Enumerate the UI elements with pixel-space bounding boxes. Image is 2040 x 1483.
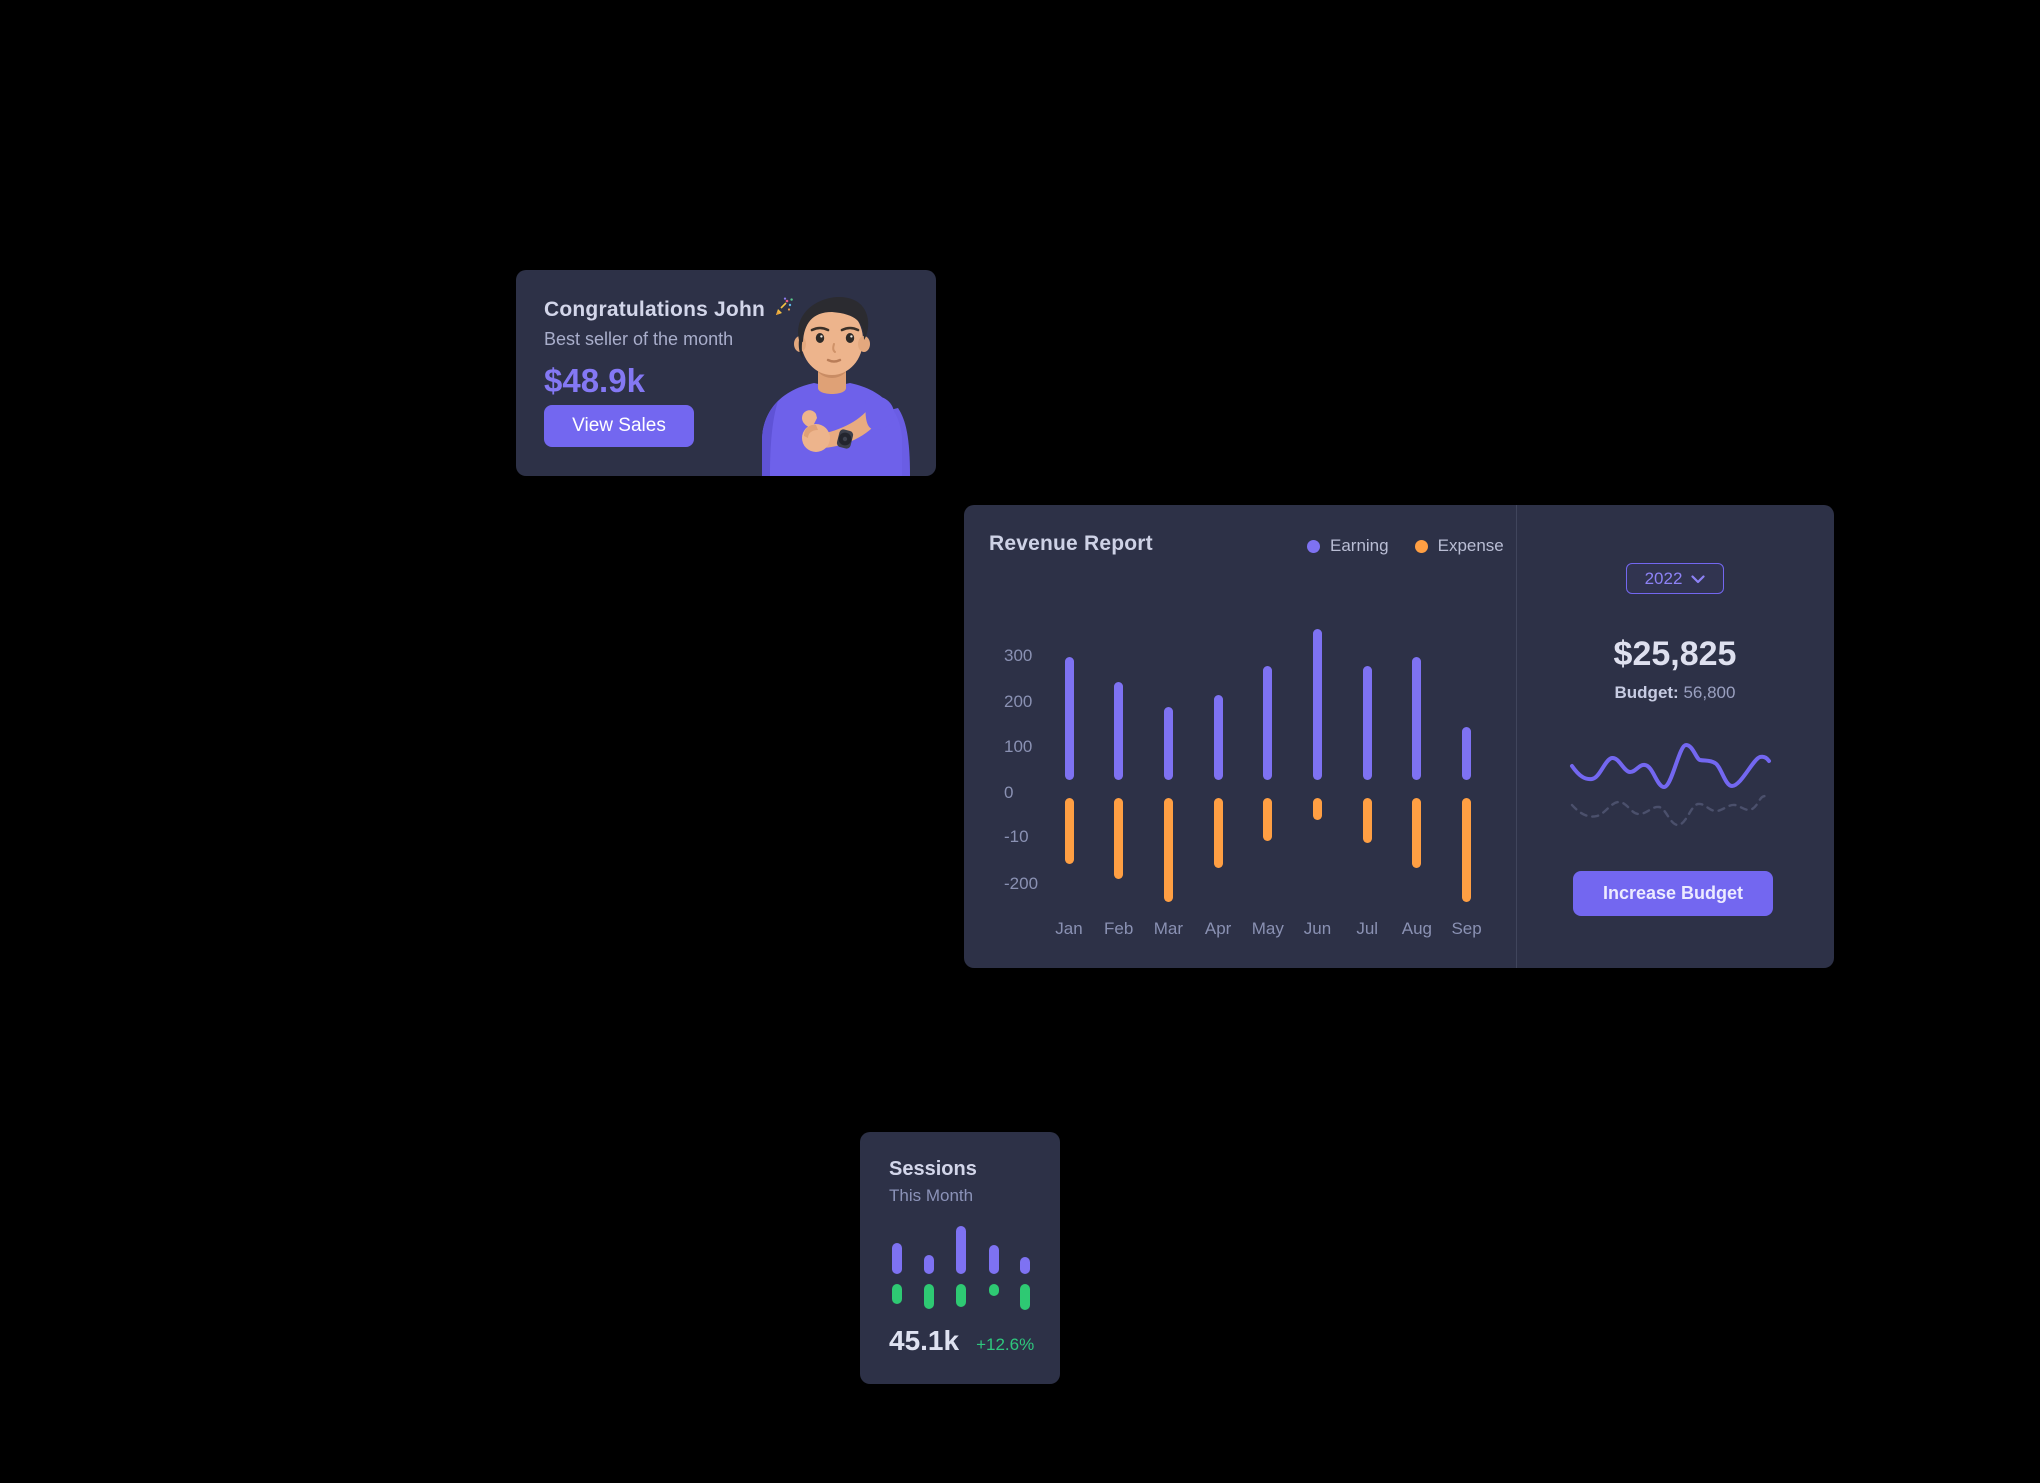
expense-bar: [1313, 798, 1322, 821]
chart-legend: Earning Expense: [1307, 536, 1504, 556]
budget-value: 56,800: [1683, 683, 1736, 702]
view-sales-button[interactable]: View Sales: [544, 405, 694, 447]
dashed-wave-line: [1570, 794, 1771, 827]
increase-budget-button[interactable]: Increase Budget: [1573, 871, 1773, 916]
x-axis-label: Apr: [1204, 919, 1232, 938]
y-axis-tick: 100: [1004, 737, 1033, 756]
revenue-report-card: Revenue Report Earning Expense 300 200 100…: [964, 505, 1834, 968]
congrats-title: Congratulations John: [544, 297, 765, 321]
revenue-report-title: Revenue Report: [989, 532, 1153, 555]
x-axis-label: Jun: [1303, 919, 1332, 938]
earning-bar: [1064, 656, 1074, 780]
expense-bar: [1462, 798, 1472, 903]
sessions-upper-bar: [1020, 1257, 1030, 1274]
legend-item-earning: Earning: [1307, 536, 1389, 556]
sessions-lower-bar: [892, 1284, 902, 1304]
total-amount: $25,825: [1613, 635, 1737, 673]
revenue-bar-chart: 300 200 100 0 -10 -200 Jan Feb Mar Apr May Jun Jul Au…: [1004, 605, 1509, 955]
year-selector-dropdown[interactable]: 2022: [1626, 563, 1724, 594]
y-axis-tick: 200: [1004, 692, 1033, 711]
sessions-lower-bar: [924, 1284, 934, 1309]
sessions-lower-bar: [989, 1284, 999, 1296]
budget-panel: 2022 $25,825 Budget: 56,800 Increase Bud…: [1516, 505, 1834, 968]
expense-bar: [1362, 798, 1372, 844]
solid-wave-line: [1570, 742, 1771, 790]
x-axis-label: Feb: [1104, 919, 1134, 938]
earning-bar: [1263, 665, 1273, 780]
card-section-divider: [1516, 505, 1517, 968]
sessions-subtitle: This Month: [889, 1186, 974, 1205]
congrats-title-row: Congratulations John: [544, 296, 795, 323]
y-axis-tick: -200: [1004, 874, 1039, 893]
y-axis-tick: 0: [1004, 783, 1014, 802]
sessions-mini-bar-chart: [882, 1220, 1042, 1320]
sessions-title: Sessions: [889, 1158, 977, 1180]
expense-bar: [1163, 798, 1173, 903]
expense-legend-dot-icon: [1414, 539, 1428, 553]
earning-bar: [1163, 706, 1173, 780]
x-axis-label: May: [1251, 919, 1284, 938]
expense-bar: [1213, 798, 1223, 869]
sessions-upper-bar: [956, 1226, 966, 1274]
x-axis-label: Sep: [1451, 919, 1482, 938]
sessions-card: Sessions This Month 45.1k +12.6%: [860, 1132, 1060, 1384]
x-axis-label: Jul: [1356, 919, 1379, 938]
earning-bar: [1114, 681, 1124, 780]
expense-bar: [1114, 798, 1124, 880]
sessions-upper-bar: [892, 1243, 902, 1274]
earning-bar: [1213, 695, 1223, 780]
sessions-delta-badge: +12.6%: [976, 1335, 1035, 1354]
expense-bar: [1263, 798, 1273, 841]
earning-legend-dot-icon: [1307, 539, 1320, 553]
chevron-down-icon: [1691, 569, 1706, 589]
sessions-lower-bar: [956, 1284, 966, 1307]
earning-bar: [1313, 629, 1322, 780]
sessions-lower-bar: [1020, 1284, 1030, 1310]
sessions-value: 45.1k: [889, 1325, 960, 1356]
budget-sparkline: [1570, 742, 1771, 827]
expense-bar: [1412, 798, 1422, 869]
budget-line: Budget: 56,800: [1516, 683, 1834, 703]
expense-legend-label: Expense: [1437, 536, 1504, 555]
legend-item-expense: Expense: [1414, 536, 1504, 556]
best-seller-character-illustration: [762, 297, 910, 476]
earning-legend-label: Earning: [1330, 536, 1389, 555]
x-axis-label: Aug: [1401, 919, 1433, 938]
budget-label: Budget:: [1614, 683, 1679, 702]
sessions-upper-bar: [924, 1255, 934, 1274]
x-axis-label: Mar: [1153, 919, 1184, 938]
x-axis-label: Jan: [1055, 919, 1083, 938]
earning-bar: [1412, 656, 1422, 780]
sessions-upper-bar: [989, 1245, 999, 1274]
earning-bar: [1462, 727, 1472, 780]
earning-bar: [1362, 665, 1372, 780]
sessions-stats-row: 45.1k +12.6%: [889, 1325, 1044, 1357]
congrats-amount: $48.9k: [544, 362, 645, 399]
congratulations-card: Congratulations John Best seller of the …: [516, 270, 936, 476]
y-axis-tick: -10: [1004, 827, 1029, 846]
party-popper-icon: [773, 296, 795, 323]
y-axis-tick: 300: [1004, 646, 1033, 665]
congrats-subtitle: Best seller of the month: [544, 329, 734, 349]
expense-bar: [1064, 798, 1074, 864]
year-selector-value: 2022: [1644, 568, 1683, 588]
